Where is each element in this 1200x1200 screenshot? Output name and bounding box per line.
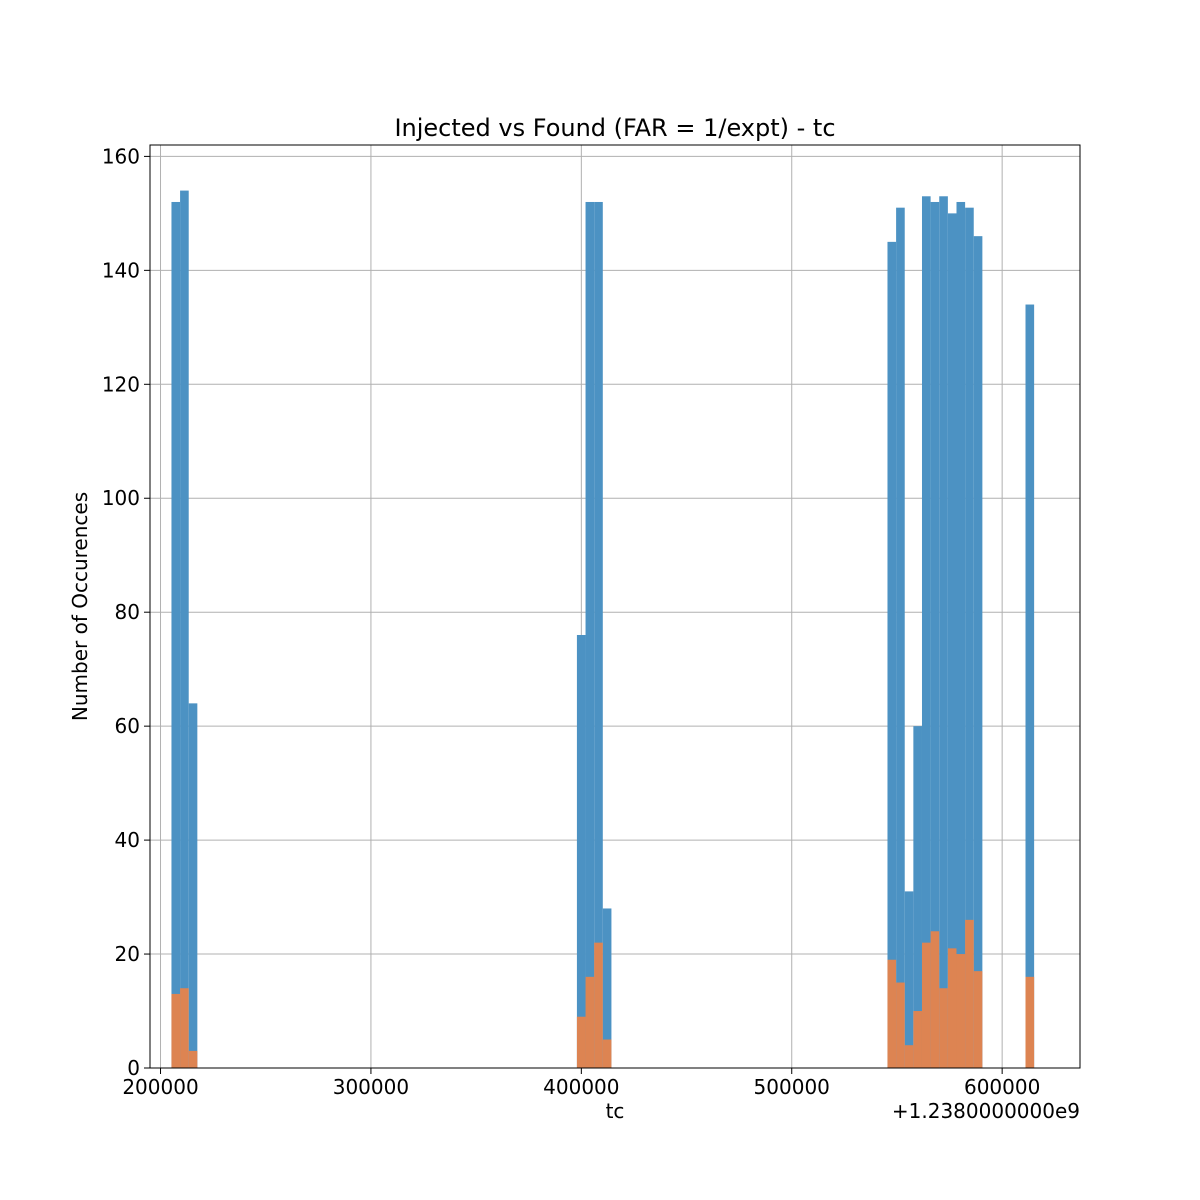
injected-bar [594, 201, 603, 1068]
injected-bar [930, 201, 940, 1068]
found-bar [585, 976, 595, 1068]
y-axis-label: Number of Occurences [68, 492, 92, 721]
y-tick-label: 100 [102, 486, 140, 510]
injected-bar [947, 213, 957, 1069]
injected-bar [602, 908, 612, 1068]
found-bar [947, 948, 957, 1068]
found-bar [594, 942, 603, 1068]
found-bar [939, 988, 948, 1068]
x-axis-offset-label: +1.2380000000e9 [892, 1099, 1080, 1123]
found-bar [180, 988, 189, 1068]
injected-bar [965, 207, 974, 1068]
x-tick-label: 200000 [122, 1075, 198, 1099]
y-tick-label: 120 [102, 372, 140, 396]
histogram-bars [171, 190, 1035, 1069]
axis-ticks: 200000 300000 400000 500000 600000 0 20 40 60 80 1… [102, 144, 1041, 1099]
injected-bar [180, 190, 189, 1068]
y-tick-label: 80 [115, 600, 140, 624]
injected-bar [896, 207, 905, 1068]
injected-bar [956, 201, 966, 1068]
x-tick-label: 300000 [333, 1075, 409, 1099]
found-bar [576, 1016, 586, 1068]
injected-bar [1025, 304, 1035, 1068]
x-tick-label: 500000 [754, 1075, 830, 1099]
y-tick-label: 20 [115, 942, 140, 966]
injected-bar [939, 196, 948, 1068]
plot-frame [149, 144, 1081, 1069]
found-bar [188, 1050, 198, 1068]
chart-title: Injected vs Found (FAR = 1/expt) - tc [394, 114, 835, 142]
y-tick-label: 40 [115, 828, 140, 852]
found-bar [171, 993, 181, 1068]
x-tick-label: 400000 [543, 1075, 619, 1099]
y-tick-label: 0 [127, 1056, 140, 1080]
found-bar [602, 1039, 612, 1068]
injected-bar [973, 236, 983, 1068]
found-bar [930, 931, 940, 1068]
found-bar [921, 942, 931, 1068]
found-bar [965, 919, 974, 1068]
x-axis-label: tc [606, 1099, 625, 1123]
injected-bar [188, 703, 198, 1068]
injected-bar [887, 241, 897, 1068]
y-tick-label: 140 [102, 258, 140, 282]
injected-bar [921, 196, 931, 1068]
found-bar [973, 971, 983, 1068]
injected-bar [913, 726, 922, 1068]
injected-bar [904, 891, 914, 1068]
found-bar [1025, 976, 1035, 1068]
injected-bar [576, 634, 586, 1068]
found-bar [896, 982, 905, 1068]
injected-bar [585, 201, 595, 1068]
x-tick-label: 600000 [964, 1075, 1040, 1099]
found-bar [913, 1011, 922, 1068]
y-tick-label: 60 [115, 714, 140, 738]
found-bar [887, 959, 897, 1068]
injected-bar [171, 201, 181, 1068]
found-bar [904, 1045, 914, 1068]
y-tick-label: 160 [102, 144, 140, 168]
found-bar [956, 954, 966, 1068]
